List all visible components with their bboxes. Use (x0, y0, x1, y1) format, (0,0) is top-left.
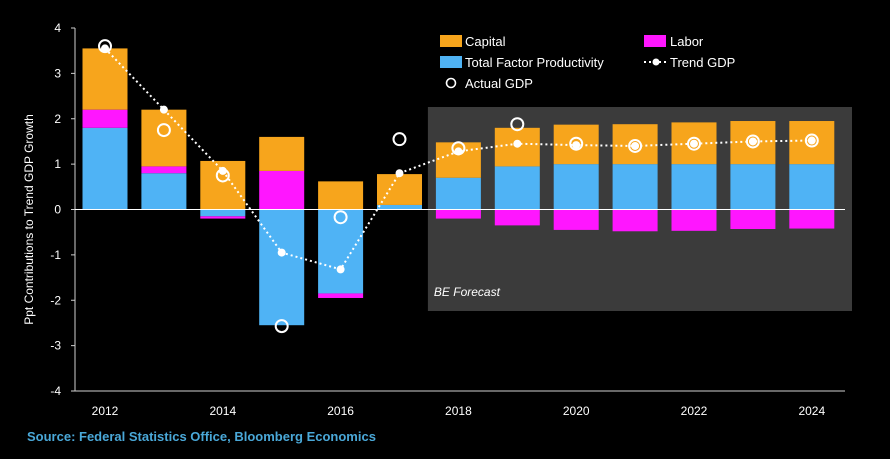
legend-swatch-capital (440, 35, 462, 47)
bar-total-factor-productivity (671, 164, 717, 210)
bar-total-factor-productivity (494, 166, 540, 210)
x-tick-label: 2020 (563, 404, 590, 418)
bar-total-factor-productivity (200, 209, 246, 217)
bar-total-factor-productivity (612, 164, 658, 210)
y-tick-label: 2 (54, 112, 61, 126)
actual-gdp-point (98, 39, 112, 54)
y-tick-label: 3 (54, 66, 61, 80)
bar-labor (435, 209, 481, 219)
actual-gdp-point (745, 134, 760, 149)
bar-capital (377, 174, 422, 205)
trend-gdp-point (690, 139, 698, 148)
actual-gdp-point (156, 123, 171, 138)
bar-total-factor-productivity (730, 164, 776, 210)
trend-gdp-point (336, 265, 345, 274)
bar-total-factor-productivity (259, 209, 305, 326)
actual-gdp-point (392, 132, 407, 147)
bar-total-factor-productivity (318, 209, 364, 294)
legend-label-actual: Actual GDP (465, 76, 533, 91)
bar-labor (671, 209, 717, 231)
bar-labor (82, 109, 128, 128)
y-tick-label: -3 (50, 339, 61, 353)
trend-gdp-point (277, 248, 286, 257)
bar-labor (612, 209, 658, 232)
actual-gdp-point (451, 141, 466, 156)
bar-capital (259, 136, 305, 171)
trend-gdp-point (513, 139, 522, 148)
y-tick-label: -2 (50, 293, 61, 307)
trend-gdp-point (631, 141, 640, 150)
y-tick-label: 4 (54, 21, 61, 35)
actual-gdp-point (628, 138, 643, 153)
bar-labor (553, 209, 599, 230)
trend-gdp-point (159, 105, 168, 114)
x-tick-label: 2016 (327, 404, 354, 418)
actual-gdp-point (510, 117, 525, 132)
x-tick-label: 2012 (92, 404, 119, 418)
legend-swatch-labor (644, 35, 666, 47)
bar-total-factor-productivity (789, 164, 835, 210)
actual-gdp-point (333, 210, 348, 225)
y-tick-label: 1 (54, 157, 61, 171)
legend-swatch-tfp (440, 56, 462, 68)
bar-capital (82, 48, 128, 110)
actual-gdp-point (274, 319, 289, 334)
legend-swatch-actual (445, 77, 457, 89)
bar-total-factor-productivity (553, 164, 599, 210)
y-tick-label: 0 (54, 203, 61, 217)
y-tick-label: -1 (50, 248, 61, 262)
forecast-label: BE Forecast (434, 285, 501, 299)
bar-labor (789, 209, 835, 229)
legend-label-trend: Trend GDP (670, 55, 735, 70)
actual-gdp-point (687, 136, 701, 151)
bar-total-factor-productivity (435, 177, 481, 210)
bar-labor (730, 209, 776, 230)
legend-label-tfp: Total Factor Productivity (465, 55, 604, 70)
trend-gdp-point (748, 137, 757, 146)
bar-total-factor-productivity (377, 204, 422, 210)
bar-labor (200, 216, 246, 219)
actual-gdp-point (215, 168, 230, 183)
y-axis-title: Ppt Contributions to Trend GDP Growth (22, 114, 36, 325)
source-note: Source: Federal Statistics Office, Bloom… (27, 429, 376, 444)
bar-labor (259, 170, 305, 210)
trend-gdp-point (395, 169, 404, 178)
bar-total-factor-productivity (82, 127, 128, 210)
trend-gdp-point (807, 136, 816, 145)
x-tick-label: 2018 (445, 404, 472, 418)
trend-gdp-point (101, 44, 109, 53)
legend-label-capital: Capital (465, 34, 506, 49)
x-tick-label: 2014 (209, 404, 236, 418)
x-tick-label: 2022 (681, 404, 708, 418)
legend-swatch-trend-point (652, 58, 660, 66)
y-tick-label: -4 (50, 384, 61, 398)
bar-capital (318, 181, 364, 210)
actual-gdp-point (804, 133, 819, 148)
trend-gdp-point (572, 141, 581, 150)
bar-labor (318, 293, 364, 298)
bar-capital (141, 109, 187, 167)
bar-labor (494, 209, 540, 226)
legend-label-labor: Labor (670, 34, 704, 49)
x-tick-label: 2024 (798, 404, 825, 418)
actual-gdp-point (569, 136, 584, 151)
bar-labor (141, 166, 187, 174)
bar-total-factor-productivity (141, 173, 187, 210)
